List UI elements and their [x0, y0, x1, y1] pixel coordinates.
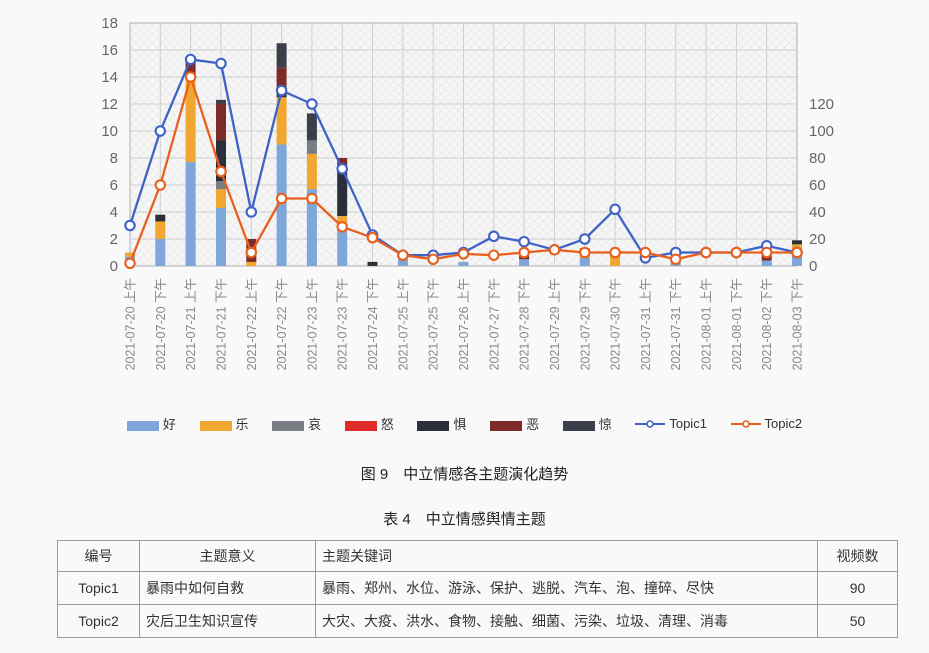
- svg-text:2021-07-30 下午: 2021-07-30 下午: [609, 278, 623, 370]
- svg-text:2021-07-23 下午: 2021-07-23 下午: [336, 278, 350, 370]
- svg-text:40: 40: [809, 204, 826, 221]
- svg-text:80: 80: [809, 150, 826, 167]
- svg-text:18: 18: [101, 15, 118, 32]
- svg-text:14: 14: [101, 69, 118, 86]
- svg-text:2021-08-01 上午: 2021-08-01 上午: [700, 278, 714, 370]
- svg-text:120: 120: [809, 96, 834, 113]
- svg-text:2021-08-02 下午: 2021-08-02 下午: [760, 278, 774, 370]
- svg-text:2021-07-21 上午: 2021-07-21 上午: [184, 278, 198, 370]
- svg-text:2021-07-31 上午: 2021-07-31 上午: [639, 278, 653, 370]
- svg-text:2021-07-31 下午: 2021-07-31 下午: [669, 278, 683, 370]
- svg-text:60: 60: [809, 177, 826, 194]
- svg-text:6: 6: [110, 177, 118, 194]
- svg-text:16: 16: [101, 42, 118, 59]
- svg-text:2021-07-20 下午: 2021-07-20 下午: [154, 278, 168, 370]
- svg-text:2021-07-29 下午: 2021-07-29 下午: [578, 278, 592, 370]
- svg-text:2021-08-03 下午: 2021-08-03 下午: [791, 278, 805, 370]
- svg-text:2021-07-22 上午: 2021-07-22 上午: [245, 278, 259, 370]
- svg-text:20: 20: [809, 231, 826, 248]
- svg-text:2021-07-22 下午: 2021-07-22 下午: [275, 278, 289, 370]
- svg-text:0: 0: [110, 258, 118, 275]
- svg-text:100: 100: [809, 123, 834, 140]
- svg-text:2021-07-20 上午: 2021-07-20 上午: [124, 278, 138, 370]
- svg-text:2021-07-28 下午: 2021-07-28 下午: [518, 278, 532, 370]
- svg-text:4: 4: [110, 204, 118, 221]
- svg-text:12: 12: [101, 96, 118, 113]
- svg-text:2021-07-23 上午: 2021-07-23 上午: [305, 278, 319, 370]
- svg-text:0: 0: [809, 258, 817, 275]
- svg-text:2021-07-24 下午: 2021-07-24 下午: [366, 278, 380, 370]
- svg-text:8: 8: [110, 150, 118, 167]
- svg-text:2021-07-25 上午: 2021-07-25 上午: [396, 278, 410, 370]
- svg-text:10: 10: [101, 123, 118, 140]
- svg-text:2021-07-25 下午: 2021-07-25 下午: [427, 278, 441, 370]
- svg-text:2021-07-21 下午: 2021-07-21 下午: [215, 278, 229, 370]
- svg-text:2021-07-26 上午: 2021-07-26 上午: [457, 278, 471, 370]
- svg-text:2021-07-29 上午: 2021-07-29 上午: [548, 278, 562, 370]
- svg-text:2021-07-27 下午: 2021-07-27 下午: [487, 278, 501, 370]
- svg-text:2021-08-01 下午: 2021-08-01 下午: [730, 278, 744, 370]
- svg-text:2: 2: [110, 231, 118, 248]
